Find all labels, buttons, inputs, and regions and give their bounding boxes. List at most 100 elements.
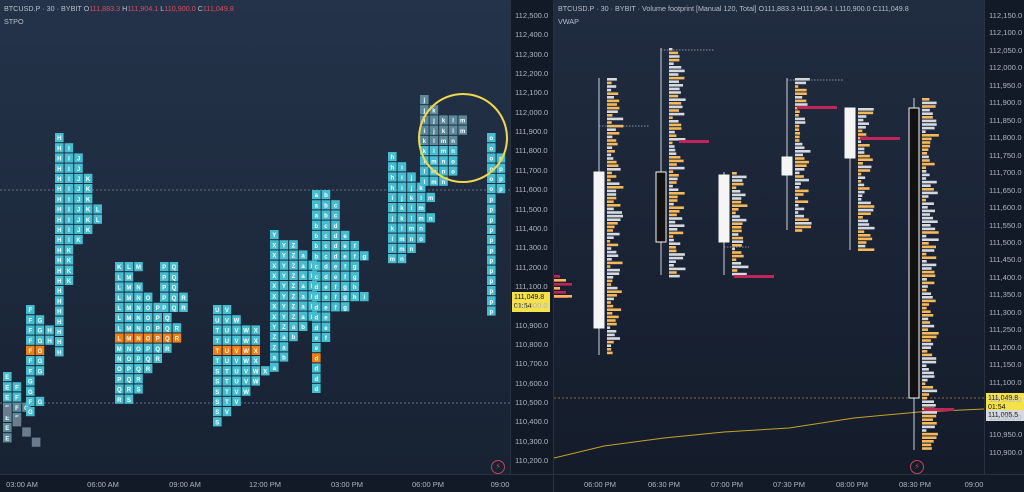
- footprint-bar: [858, 133, 867, 136]
- tpo-letter: T: [215, 349, 219, 355]
- footprint-bar: [669, 177, 678, 181]
- footprint-bar: [922, 220, 938, 223]
- left-time-axis[interactable]: 03:00 AM 06:00 AM 09:00 AM 12:00 PM 03:00 PM…: [0, 474, 553, 492]
- footprint-bar: [922, 386, 934, 389]
- right-price-scale[interactable]: 111,049.8 01:54 111,005.5 112,150.0 112,1…: [984, 0, 1024, 474]
- tpo-letter: d: [314, 377, 318, 383]
- footprint-bar: [858, 212, 871, 215]
- tpo-block: [487, 163, 496, 173]
- price-tick: 111,600.0: [989, 203, 1022, 213]
- tpo-block: [64, 143, 74, 153]
- tpo-letter: i: [363, 295, 365, 301]
- tpo-letter: d: [314, 387, 318, 393]
- tpo-block: [397, 192, 407, 202]
- tpo-block: [115, 353, 124, 363]
- stpo-plot-area[interactable]: EEFEFEFGEFEEFFGFGHFGHFGFGFGGGFGGHHIHIJHI…: [0, 0, 510, 474]
- footprint-bar: [607, 243, 619, 247]
- right-time-axis[interactable]: 06:00 PM 06:30 PM 07:00 PM 07:30 PM 08:00 PM…: [554, 474, 1024, 492]
- footprint-bar: [669, 253, 685, 256]
- tpo-letter: H: [57, 167, 61, 173]
- tpo-letter: J: [77, 157, 80, 163]
- footprint-bar: [795, 196, 799, 200]
- tpo-block: [55, 296, 64, 306]
- tpo-letter: d: [314, 316, 318, 322]
- tpo-block: [115, 333, 124, 343]
- tpo-letter: V: [225, 308, 229, 314]
- tpo-letter: X: [272, 294, 276, 300]
- tpo-block: [416, 192, 426, 202]
- stpo-chart-pane[interactable]: EEFEFEFGEFEEFFGFGHFGHFGFGFGGGFGGHHIHIJHI…: [0, 0, 553, 492]
- tpo-block: [74, 153, 83, 163]
- tpo-block: [331, 302, 340, 312]
- footprint-bar: [669, 120, 679, 123]
- tpo-letter: Z: [282, 325, 286, 331]
- lightning-icon[interactable]: ⚡: [910, 460, 924, 474]
- tpo-letter: K: [76, 238, 81, 244]
- tpo-letter: T: [215, 329, 219, 335]
- footprint-bar: [922, 242, 929, 245]
- tpo-letter: S: [215, 400, 219, 406]
- tpo-letter: e: [324, 326, 328, 332]
- tpo-letter: e: [343, 244, 347, 250]
- footprint-bar: [669, 213, 677, 217]
- tpo-block: [289, 270, 298, 280]
- tpo-block: [487, 245, 496, 255]
- lightning-icon[interactable]: ⚡: [491, 460, 505, 474]
- tpo-block: [55, 275, 64, 285]
- tpo-letter: p: [499, 187, 503, 193]
- tpo-letter: N: [136, 306, 140, 312]
- footprint-bar: [607, 160, 617, 164]
- tpo-block: [35, 366, 45, 376]
- tpo-block: [3, 407, 12, 417]
- footprint-bar: [607, 211, 623, 214]
- tpo-letter: X: [272, 305, 276, 311]
- footprint-bar: [795, 96, 803, 99]
- tpo-block: [439, 125, 448, 135]
- footprint-bar: [607, 171, 612, 175]
- tpo-block: [222, 335, 232, 345]
- footprint-bar: [922, 256, 937, 259]
- tpo-block: [279, 301, 289, 311]
- candle-body: [781, 156, 793, 176]
- tpo-letter: Y: [282, 305, 286, 311]
- tpo-block: [115, 313, 124, 323]
- tpo-block: [160, 282, 169, 292]
- tpo-block: [279, 342, 289, 352]
- tpo-letter: l: [391, 237, 393, 243]
- tpo-block: [487, 265, 496, 275]
- tpo-letter: O: [136, 347, 141, 353]
- footprint-bar: [922, 206, 928, 209]
- tpo-block: [64, 194, 74, 204]
- footprint-bar: [607, 247, 612, 250]
- tpo-letter: M: [126, 296, 131, 302]
- tpo-letter: E: [5, 396, 9, 402]
- left-price-scale[interactable]: 111,049.8 01:54 112,500.0 112,400.0 112,30…: [510, 0, 553, 474]
- price-tick: 111,550.0: [989, 220, 1022, 230]
- footprint-plot-area[interactable]: [554, 0, 984, 474]
- price-tick: 111,700.0: [515, 165, 548, 175]
- footprint-bar: [732, 179, 743, 182]
- tpo-block: [26, 386, 35, 396]
- poc-bar: [924, 408, 954, 411]
- tpo-letter: j: [422, 108, 425, 114]
- price-tick: 111,600.0: [515, 185, 548, 195]
- tpo-letter: n: [400, 257, 404, 263]
- tpo-block: [232, 386, 241, 396]
- footprint-chart-pane[interactable]: BTCUSD.P · 30 · BYBIT · Volume footprint…: [553, 0, 1024, 492]
- footprint-bar: [607, 157, 614, 160]
- footprint-bar: [607, 196, 617, 200]
- tpo-block: [439, 166, 448, 176]
- right-close-prefix: C: [872, 4, 878, 13]
- tpo-letter: X: [272, 243, 276, 249]
- footprint-bar: [858, 111, 874, 115]
- tpo-letter: l: [423, 180, 425, 186]
- tpo-block: [179, 302, 188, 312]
- tpo-block: [251, 345, 260, 355]
- tpo-letter: Q: [127, 377, 132, 383]
- tpo-block: [251, 356, 260, 366]
- tpo-block: [213, 376, 222, 386]
- tpo-block: [429, 115, 439, 125]
- tpo-block: [388, 213, 397, 223]
- footprint-bar: [858, 205, 875, 208]
- footprint-bar: [669, 148, 676, 152]
